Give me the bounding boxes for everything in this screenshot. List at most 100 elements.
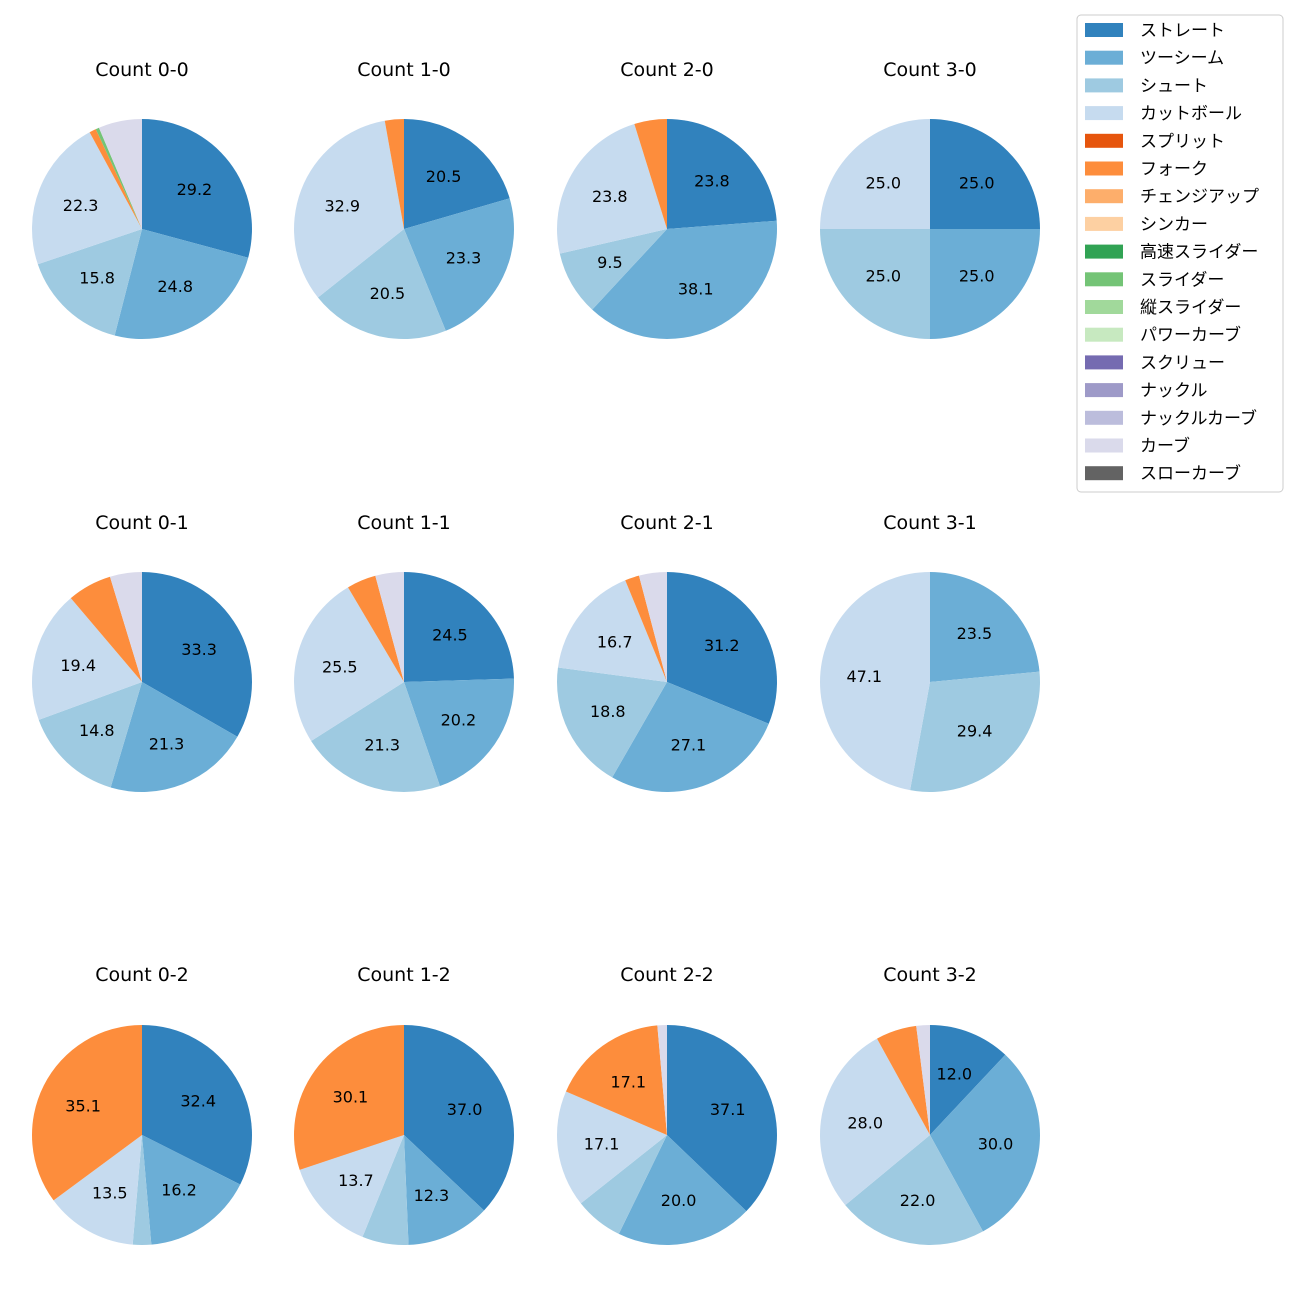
- slice-value-label: 37.1: [710, 1100, 746, 1119]
- legend-label: スローカーブ: [1140, 463, 1241, 484]
- pie-title: Count 1-0: [357, 59, 451, 81]
- legend-label: スプリット: [1140, 132, 1225, 152]
- pie-panel: Count 1-0 20.5 23.3 20.5 32.9: [294, 59, 514, 340]
- legend-item: シンカー: [1085, 215, 1208, 235]
- slice-value-label: 32.4: [180, 1091, 216, 1110]
- legend-label: ナックル: [1140, 381, 1208, 401]
- pie-slice: [142, 1025, 252, 1185]
- slice-value-label: 21.3: [149, 734, 185, 753]
- slice-value-label: 32.9: [324, 197, 360, 216]
- pie-panel: Count 0-2 32.4 16.2 13.5 35.1: [31, 964, 252, 1245]
- legend-label: カットボール: [1140, 104, 1242, 124]
- slice-value-label: 23.3: [446, 249, 482, 268]
- pie-slice: [299, 1135, 404, 1237]
- legend-item: カーブ: [1085, 436, 1190, 457]
- legend-swatch: [1085, 300, 1123, 314]
- pie-title: Count 2-0: [620, 59, 714, 81]
- pie-panel: Count 2-1 31.2 27.1 18.8 16.7: [557, 512, 778, 793]
- legend-item: スライダー: [1085, 270, 1224, 290]
- pie-slice: [404, 572, 514, 682]
- slice-value-label: 15.8: [79, 268, 115, 287]
- legend-item: ナックルカーブ: [1085, 408, 1257, 429]
- pie-slice: [317, 229, 446, 340]
- pie-slice: [930, 229, 1040, 339]
- slice-value-label: 13.5: [92, 1184, 128, 1203]
- legend-item: ツーシーム: [1085, 49, 1224, 69]
- slice-value-label: 16.2: [161, 1181, 197, 1200]
- legend-label: シュート: [1140, 76, 1208, 96]
- pie-slice: [95, 127, 142, 229]
- legend-swatch: [1085, 438, 1123, 453]
- pie-title: Count 0-1: [95, 512, 189, 534]
- pie-panel: Count 0-0 29.2 24.8 15.8 22.3: [32, 59, 252, 339]
- slice-value-label: 17.1: [584, 1135, 620, 1154]
- legend-item: パワーカーブ: [1085, 325, 1241, 346]
- pie-title: Count 2-1: [620, 512, 714, 534]
- pie-slice: [31, 598, 142, 720]
- slice-value-label: 22.0: [900, 1191, 936, 1210]
- legend-swatch: [1085, 383, 1123, 398]
- pie-slice: [294, 1025, 404, 1170]
- pie-slice: [667, 119, 777, 229]
- slice-value-label: 25.0: [959, 267, 995, 286]
- pie-slice: [930, 572, 1040, 682]
- legend-swatch: [1085, 23, 1123, 37]
- legend-swatch: [1085, 466, 1123, 481]
- pie-slice: [625, 575, 667, 682]
- legend-frame: [1076, 14, 1284, 493]
- slice-value-label: 21.3: [364, 735, 400, 754]
- legend-label: 高速スライダー: [1140, 243, 1258, 263]
- pie-slice: [375, 572, 404, 682]
- pie-title: Count 3-2: [883, 964, 977, 986]
- pie-slice: [845, 1135, 983, 1245]
- slice-value-label: 29.2: [177, 180, 213, 199]
- pie-slice: [916, 1025, 930, 1135]
- pie-slice: [820, 119, 930, 229]
- pie-slice: [404, 119, 510, 229]
- legend-swatch: [1085, 161, 1123, 176]
- legend-swatch: [1085, 272, 1123, 287]
- pie-title: Count 2-2: [620, 964, 714, 986]
- pie-title: Count 0-0: [95, 59, 189, 81]
- pie-title: Count 0-2: [95, 964, 189, 986]
- pie-slice: [294, 120, 404, 298]
- legend-item: スクリュー: [1085, 353, 1225, 373]
- slice-value-label: 13.7: [338, 1171, 374, 1190]
- legend-swatch: [1085, 50, 1123, 65]
- legend-swatch: [1085, 78, 1123, 93]
- pie-panel: Count 1-2 37.0 12.3 13.7 30.1: [294, 964, 515, 1246]
- legend-item: カットボール: [1085, 104, 1242, 124]
- pie-slice: [565, 1025, 667, 1135]
- pie-panel: Count 3-0 25.0 25.0 25.0 25.0: [820, 59, 1040, 339]
- legend-swatch: [1085, 133, 1123, 148]
- pie-slice: [142, 572, 253, 737]
- slice-value-label: 25.0: [865, 267, 901, 286]
- pie-slice: [362, 1135, 409, 1246]
- slice-value-label: 30.1: [333, 1087, 369, 1106]
- pie-title: Count 3-1: [883, 512, 977, 534]
- pie-panels: Count 0-0 29.2 24.8 15.8 22.3 Count 1-0 20.5 23…: [31, 59, 1040, 1246]
- slice-value-label: 30.0: [978, 1134, 1014, 1153]
- slice-value-label: 12.0: [936, 1065, 972, 1084]
- slice-value-label: 22.3: [63, 196, 99, 215]
- legend: ストレートツーシームシュートカットボールスプリットフォークチェンジアップシンカー…: [1076, 14, 1284, 493]
- pie-slice: [32, 132, 142, 265]
- legend-item: 高速スライダー: [1085, 243, 1258, 263]
- pie-slice: [877, 1025, 930, 1135]
- pie-slice: [38, 682, 142, 788]
- slice-value-label: 38.1: [678, 280, 714, 299]
- slice-value-label: 12.3: [414, 1186, 450, 1205]
- slice-value-label: 31.2: [704, 636, 740, 655]
- slice-value-label: 27.1: [671, 735, 707, 754]
- pie-panel: Count 2-2 37.1 20.0 17.1 17.1: [557, 964, 777, 1245]
- slice-value-label: 37.0: [447, 1100, 483, 1119]
- pie-slice: [819, 571, 930, 791]
- slice-value-label: 33.3: [181, 640, 217, 659]
- legend-label: ストレート: [1140, 21, 1225, 41]
- pie-slice: [910, 671, 1040, 793]
- legend-swatch: [1085, 355, 1123, 370]
- pie-slice: [667, 572, 778, 724]
- legend-item: フォーク: [1085, 160, 1208, 180]
- pie-slice: [820, 229, 930, 339]
- pie-slice: [98, 119, 142, 229]
